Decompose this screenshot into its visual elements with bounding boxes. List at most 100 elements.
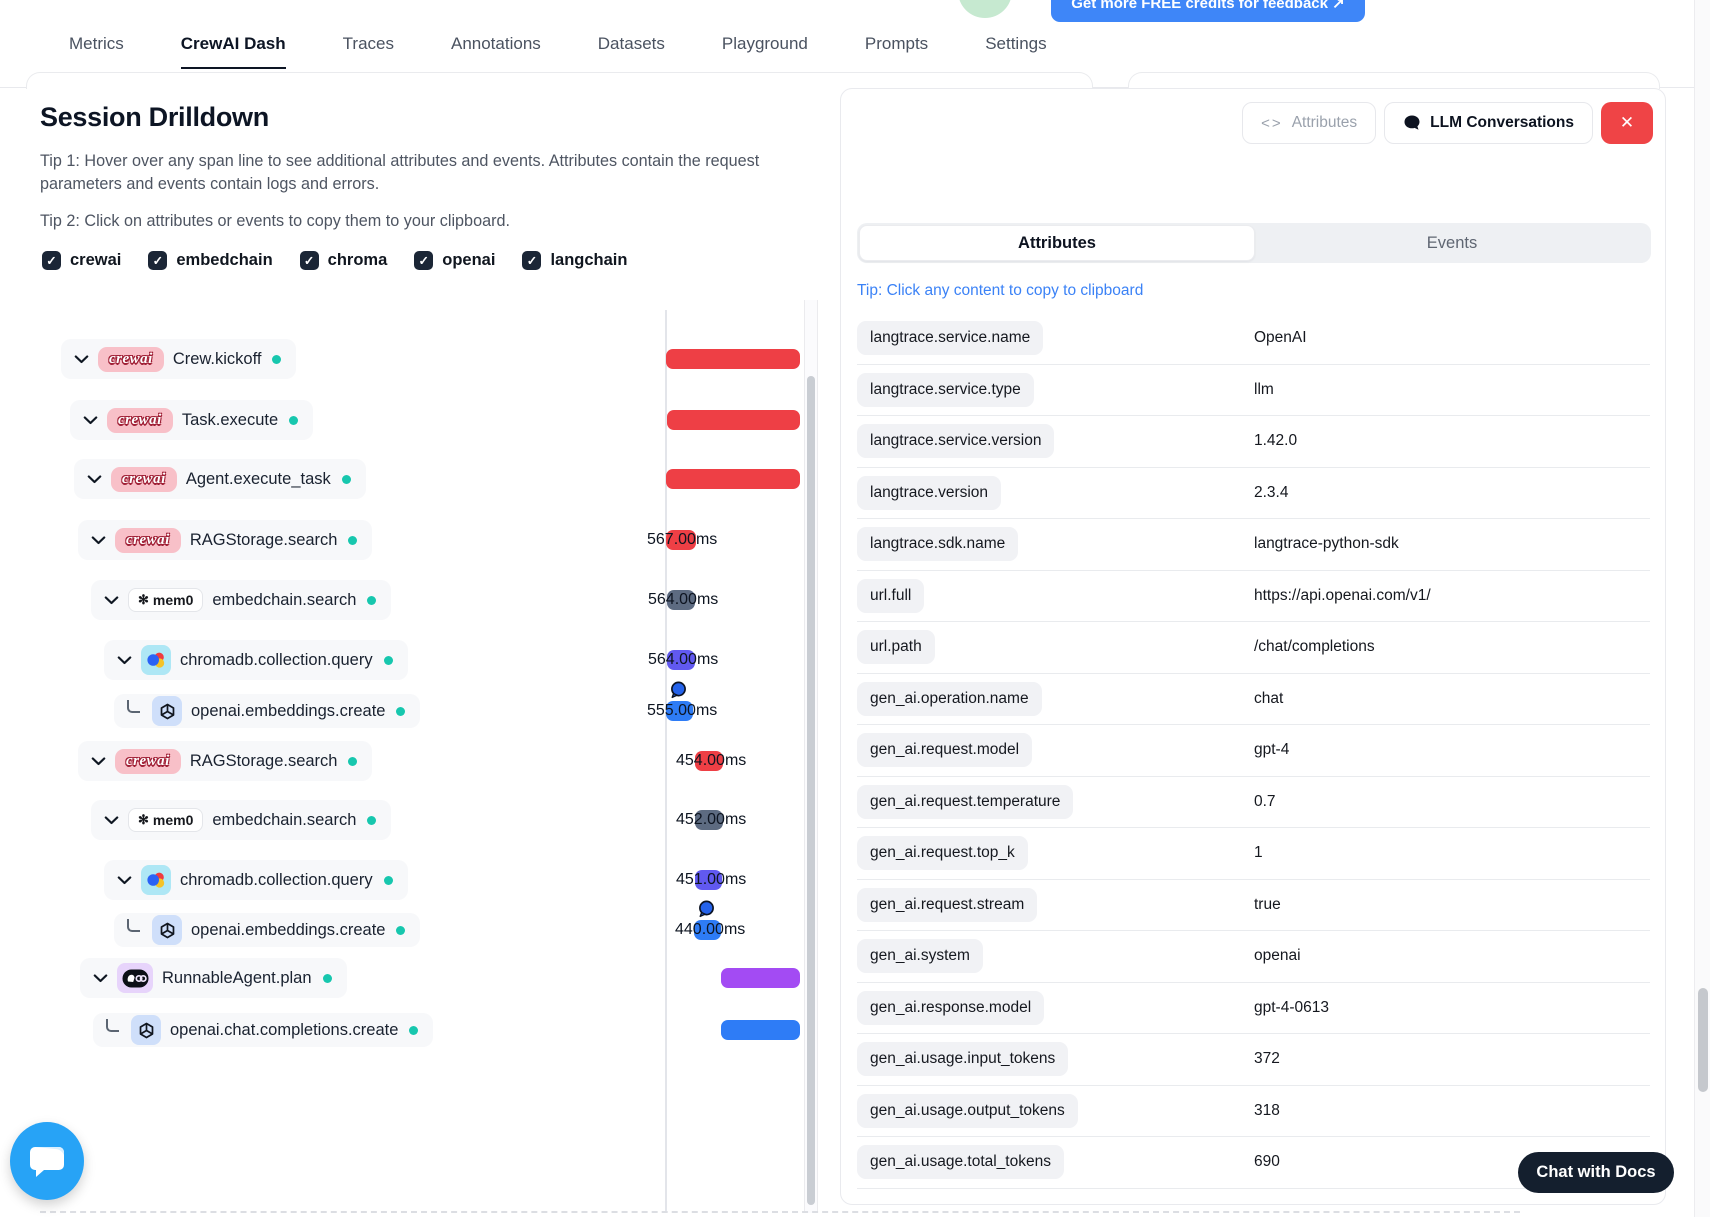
attribute-row[interactable]: gen_ai.usage.total_tokens 690 (857, 1137, 1650, 1189)
attribute-key[interactable]: url.full (857, 578, 925, 613)
span-row[interactable]: crewai ✻mem0 Task.execute (70, 400, 314, 440)
span-duration-bar[interactable] (721, 1020, 800, 1040)
attribute-row[interactable]: langtrace.service.name OpenAI (857, 313, 1650, 365)
nav-tab[interactable]: Traces (342, 34, 394, 53)
chevron-down-icon[interactable] (87, 474, 102, 484)
llm-conversations-button[interactable]: LLM Conversations (1384, 102, 1593, 144)
nav-tab[interactable]: Prompts (864, 34, 929, 53)
span-row[interactable]: crewai ✻mem0 RAGStorage.search (78, 520, 373, 560)
vendor-filter[interactable]: ✓ chroma (299, 251, 387, 270)
avatar[interactable] (958, 0, 1012, 18)
attribute-key[interactable]: gen_ai.operation.name (857, 681, 1042, 716)
attribute-row[interactable]: langtrace.sdk.name langtrace-python-sdk (857, 519, 1650, 571)
chevron-down-icon[interactable] (74, 354, 89, 364)
vendor-filter[interactable]: ✓ langchain (522, 251, 627, 270)
window-scrollbar-thumb[interactable] (1698, 988, 1708, 1092)
span-duration-bar[interactable] (695, 810, 723, 830)
vendor-filter[interactable]: ✓ crewai (42, 251, 121, 270)
attribute-key[interactable]: gen_ai.request.temperature (857, 784, 1074, 819)
chevron-down-icon[interactable] (91, 756, 106, 766)
attribute-row[interactable]: gen_ai.request.temperature 0.7 (857, 777, 1650, 828)
attribute-value[interactable]: /chat/completions (1254, 638, 1375, 656)
span-row[interactable]: crewai ✻mem0 chromadb.collection.query (104, 860, 408, 900)
attribute-key[interactable]: gen_ai.request.top_k (857, 836, 1028, 871)
attribute-key[interactable]: url.path (857, 630, 935, 665)
attribute-value[interactable]: 318 (1254, 1101, 1280, 1119)
close-button[interactable]: ✕ (1601, 102, 1653, 144)
chevron-down-icon[interactable] (91, 535, 106, 545)
span-row[interactable]: crewai ✻mem0 RunnableAgent.plan (80, 958, 347, 998)
span-duration-bar[interactable] (667, 650, 695, 670)
attribute-value[interactable]: 1.42.0 (1254, 432, 1298, 450)
attribute-value[interactable]: true (1254, 895, 1281, 913)
span-duration-bar[interactable] (666, 469, 800, 489)
attribute-row[interactable]: langtrace.service.type llm (857, 365, 1650, 416)
attribute-value[interactable]: 372 (1254, 1050, 1280, 1068)
attribute-value[interactable]: gpt-4-0613 (1254, 998, 1329, 1016)
attributes-code-button[interactable]: <> Attributes (1242, 102, 1377, 144)
attribute-value[interactable]: 0.7 (1254, 792, 1276, 810)
attribute-value[interactable]: https://api.openai.com/v1/ (1254, 586, 1431, 604)
attribute-row[interactable]: gen_ai.request.stream true (857, 880, 1650, 931)
attribute-value[interactable]: gpt-4 (1254, 741, 1290, 759)
chevron-down-icon[interactable] (117, 875, 132, 885)
tree-scrollbar-thumb[interactable] (807, 376, 815, 1205)
attribute-key[interactable]: gen_ai.request.stream (857, 887, 1038, 922)
span-row[interactable]: crewai ✻mem0 Agent.execute_task (74, 459, 366, 499)
vendor-filter[interactable]: ✓ openai (414, 251, 495, 270)
span-row[interactable]: crewai ✻mem0 openai.chat.completions.cre… (93, 1013, 434, 1047)
attribute-row[interactable]: langtrace.service.version 1.42.0 (857, 416, 1650, 468)
checkbox-checked-icon[interactable]: ✓ (42, 251, 61, 270)
nav-tab[interactable]: Settings (985, 34, 1047, 53)
attribute-key[interactable]: langtrace.service.version (857, 424, 1055, 459)
nav-tab[interactable]: Annotations (450, 34, 541, 53)
tab-events[interactable]: Events (1426, 233, 1478, 252)
chat-widget-button[interactable] (10, 1122, 84, 1200)
span-row[interactable]: crewai ✻mem0 Crew.kickoff (61, 339, 297, 379)
credits-button[interactable]: Get more FREE credits for feedback ↗ (1051, 0, 1365, 22)
span-duration-bar[interactable] (695, 870, 722, 890)
attribute-key[interactable]: langtrace.service.name (857, 321, 1044, 356)
attribute-key[interactable]: langtrace.sdk.name (857, 527, 1019, 562)
attribute-value[interactable]: OpenAI (1254, 329, 1307, 347)
span-row[interactable]: crewai ✻mem0 RAGStorage.search (78, 741, 373, 781)
nav-tab[interactable]: CrewAI Dash (180, 34, 286, 69)
attribute-row[interactable]: gen_ai.request.top_k 1 (857, 828, 1650, 880)
vendor-filter[interactable]: ✓ embedchain (148, 251, 273, 270)
attribute-key[interactable]: gen_ai.usage.total_tokens (857, 1145, 1064, 1180)
chevron-down-icon[interactable] (104, 815, 119, 825)
tab-attributes[interactable]: Attributes (859, 225, 1255, 261)
span-duration-bar[interactable] (667, 590, 695, 610)
attribute-value[interactable]: 1 (1254, 844, 1263, 862)
attribute-row[interactable]: gen_ai.usage.input_tokens 372 (857, 1034, 1650, 1086)
attribute-row[interactable]: url.path /chat/completions (857, 622, 1650, 674)
checkbox-checked-icon[interactable]: ✓ (299, 251, 319, 270)
span-row[interactable]: crewai ✻mem0 openai.embeddings.create (114, 694, 421, 728)
span-duration-bar[interactable] (666, 530, 696, 550)
span-row[interactable]: crewai ✻mem0 openai.embeddings.create (114, 913, 421, 947)
span-row[interactable]: crewai ✻mem0 embedchain.search (91, 580, 392, 620)
chevron-down-icon[interactable] (104, 595, 119, 605)
attribute-key[interactable]: gen_ai.system (857, 939, 983, 974)
span-duration-bar[interactable] (694, 920, 721, 940)
span-duration-bar[interactable] (667, 410, 800, 430)
attribute-row[interactable]: gen_ai.system openai (857, 931, 1650, 983)
attribute-key[interactable]: langtrace.service.type (857, 372, 1034, 407)
attribute-row[interactable]: gen_ai.usage.output_tokens 318 (857, 1086, 1650, 1137)
chevron-down-icon[interactable] (117, 655, 132, 665)
attribute-key[interactable]: gen_ai.request.model (857, 733, 1033, 768)
chat-with-docs-button[interactable]: Chat with Docs (1518, 1152, 1674, 1193)
attribute-value[interactable]: chat (1254, 689, 1284, 707)
chevron-down-icon[interactable] (83, 415, 98, 425)
attribute-value[interactable]: llm (1254, 380, 1274, 398)
checkbox-checked-icon[interactable]: ✓ (414, 251, 434, 270)
span-duration-bar[interactable] (695, 751, 723, 771)
attribute-key[interactable]: gen_ai.usage.input_tokens (857, 1042, 1069, 1077)
attribute-value[interactable]: 690 (1254, 1153, 1280, 1171)
checkbox-checked-icon[interactable]: ✓ (522, 251, 542, 270)
attribute-key[interactable]: langtrace.version (857, 475, 1002, 510)
checkbox-checked-icon[interactable]: ✓ (148, 251, 168, 270)
attribute-value[interactable]: langtrace-python-sdk (1254, 535, 1399, 553)
nav-tab[interactable]: Playground (721, 34, 808, 53)
attribute-value[interactable]: openai (1254, 947, 1301, 965)
